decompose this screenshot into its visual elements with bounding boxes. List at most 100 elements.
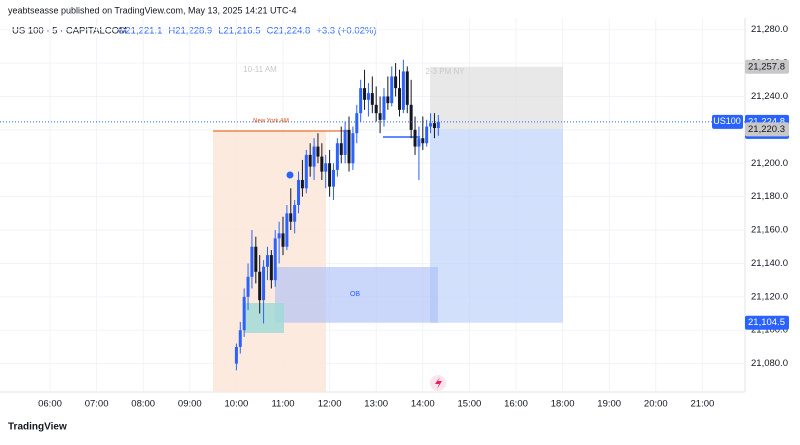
- killzone-label: 10-11 AM: [243, 65, 277, 74]
- candle-body: [366, 93, 370, 100]
- last-price-label: 21,224.8: [748, 116, 785, 127]
- x-tick-label: 15:00: [458, 399, 482, 410]
- candle-body: [343, 129, 347, 155]
- x-tick-label: 06:00: [38, 399, 62, 410]
- candle-body: [421, 138, 425, 144]
- y-tick-label: 21,180.0: [751, 191, 788, 202]
- ohlc-value: C21,224.8: [266, 26, 310, 37]
- axes: 21,080.0 21,100.0 21,120.0 21,140.0 21,160.0…: [0, 24, 789, 410]
- candle-body: [262, 266, 266, 301]
- symbol-tag: US100: [713, 116, 741, 126]
- candle-body: [429, 123, 433, 127]
- candle-body: [351, 133, 355, 164]
- candle-body: [382, 96, 386, 120]
- candle-body: [436, 121, 440, 129]
- publisher: yeabtseasse published on TradingView.com…: [8, 5, 297, 15]
- candle-body: [398, 88, 401, 110]
- symbol: US 100 · 5 · CAPITALCOM: [12, 26, 127, 37]
- candle-body: [425, 126, 429, 144]
- x-tick-label: 18:00: [551, 399, 575, 410]
- candle-body: [289, 213, 293, 222]
- price-label: 21,104.5: [748, 317, 785, 328]
- candle-body: [265, 255, 269, 267]
- x-tick-label: 13:00: [364, 399, 388, 410]
- macro-label: 2-3 PM NY: [425, 67, 465, 76]
- candle-body: [269, 255, 273, 281]
- candle-body: [304, 154, 308, 189]
- price-label-bg: [745, 315, 789, 330]
- x-tick-label: 20:00: [644, 399, 668, 410]
- candle-body: [242, 296, 246, 331]
- macro-box: [430, 66, 563, 130]
- candle-body: [308, 154, 312, 167]
- candle-body: [281, 233, 285, 247]
- candle-body: [378, 113, 382, 120]
- candle-body: [238, 330, 242, 347]
- candle-body: [413, 129, 417, 147]
- price-label-bg: [745, 122, 789, 137]
- candle-body: [401, 71, 405, 110]
- candle-body: [370, 93, 374, 105]
- y-tick-label: 21,240.0: [751, 91, 788, 102]
- x-tick-label: 16:00: [504, 399, 528, 410]
- candle-body: [297, 179, 301, 205]
- candle-body: [234, 346, 238, 364]
- candle-body: [324, 163, 328, 172]
- ob-label: OB: [350, 291, 360, 298]
- candle-body: [312, 146, 316, 167]
- candle-body: [359, 88, 363, 114]
- y-tick-label: 21,100.0: [751, 325, 788, 336]
- grid: [0, 18, 745, 392]
- session-zone: [213, 131, 326, 392]
- candle-body: [246, 276, 250, 297]
- candle-body: [386, 96, 390, 104]
- candle-body: [258, 271, 262, 301]
- candle-body: [254, 246, 258, 272]
- price-label: 21,257.8: [748, 61, 785, 72]
- x-tick-label: 14:00: [411, 399, 435, 410]
- candle-body: [432, 123, 436, 129]
- candle-body: [273, 238, 277, 281]
- candle-body: [390, 76, 394, 104]
- candle-body: [355, 113, 359, 134]
- candle-body: [335, 143, 339, 170]
- x-tick-label: 10:00: [225, 399, 249, 410]
- candle-body: [293, 205, 297, 222]
- x-tick-label: 11:00: [271, 399, 294, 410]
- candles: [234, 59, 440, 371]
- candle-body: [285, 213, 289, 247]
- y-tick-label: 21,080.0: [751, 358, 788, 369]
- candle-body: [394, 76, 398, 89]
- y-tick-label: 21,140.0: [751, 258, 788, 269]
- y-tick-label: 21,160.0: [751, 225, 788, 236]
- candle-body: [300, 179, 304, 189]
- candle-body: [339, 143, 343, 155]
- candle-body: [363, 88, 367, 100]
- candle-body: [328, 163, 332, 187]
- y-tick-label: 21,280.0: [751, 24, 788, 35]
- price-label: 21,220.3: [748, 124, 785, 135]
- ob-box: [275, 267, 438, 323]
- x-tick-label: 08:00: [131, 399, 155, 410]
- brand: TradingView: [8, 422, 67, 433]
- event-bolt: [435, 377, 442, 389]
- symbol-tag-bg: [712, 114, 743, 129]
- candle-body: [347, 129, 351, 164]
- ohlc-value: O21,221.1: [118, 26, 162, 37]
- candle-body: [417, 138, 421, 147]
- candle-body: [320, 156, 324, 172]
- price-label-bg: [745, 59, 789, 74]
- x-tick-label: 12:00: [318, 399, 342, 410]
- y-tick-label: 21,200.0: [751, 158, 788, 169]
- candle-body: [250, 246, 254, 277]
- ohlc-legend: O21,221.1H21,228.9L21,216.5C21,224.8+3.3…: [118, 26, 377, 37]
- x-tick-label: 09:00: [178, 399, 202, 410]
- candle-body: [331, 169, 335, 187]
- candle-body: [316, 146, 320, 157]
- candle-body: [277, 233, 281, 239]
- candle-body: [409, 104, 413, 130]
- candle-body: [405, 71, 409, 105]
